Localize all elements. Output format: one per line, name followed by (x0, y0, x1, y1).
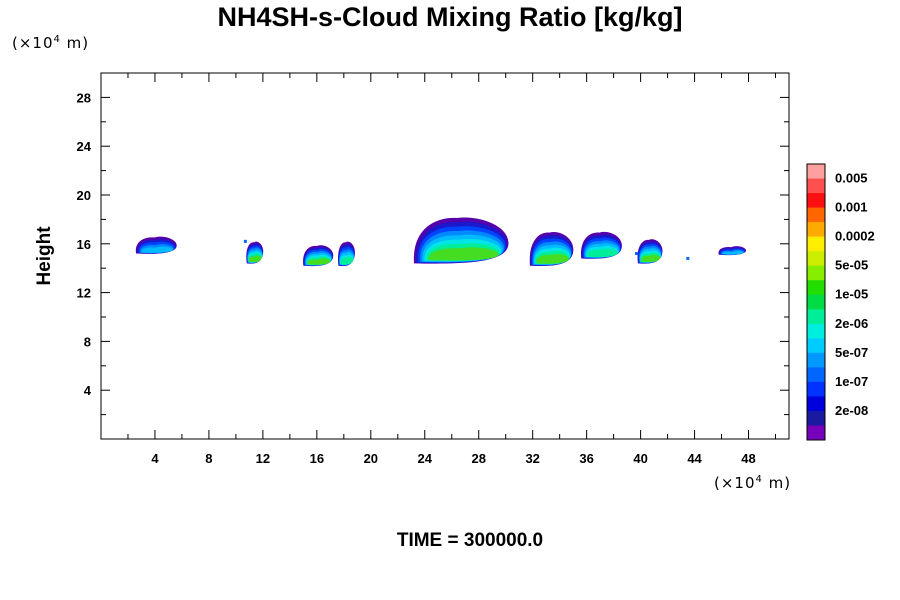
colorbar-swatch (807, 280, 825, 296)
colorbar-swatch (807, 251, 825, 266)
colorbar-swatch (807, 425, 825, 441)
time-label: TIME = 300000.0 (396, 530, 544, 551)
colorbar-label: 5e-05 (835, 258, 868, 273)
colorbar-swatch (807, 338, 825, 354)
cloud-cell-4-layer-7 (340, 256, 354, 265)
x-tick-label: 36 (579, 451, 593, 466)
cloud-speck-2 (686, 256, 690, 260)
colorbar-swatch (807, 323, 825, 339)
cloud-cell-1-layer-5 (141, 246, 173, 253)
y-tick-label: 28 (77, 90, 91, 105)
colorbar-swatch (807, 396, 825, 412)
colorbar-swatch (807, 164, 825, 179)
x-tick-label: 4 (151, 451, 159, 466)
y-tick-label: 20 (77, 188, 91, 203)
x-tick-label: 48 (741, 451, 755, 466)
x-tick-label: 44 (687, 451, 702, 466)
colorbar-swatch (807, 367, 825, 383)
x-tick-label: 12 (256, 451, 270, 466)
colorbar-swatch (807, 309, 825, 325)
colorbar-swatch (807, 193, 825, 208)
colorbar-label: 2e-06 (835, 316, 868, 331)
x-tick-label: 16 (310, 451, 324, 466)
colorbar-swatch (807, 178, 825, 194)
colorbar-swatch (807, 222, 825, 237)
x-tick-label: 32 (525, 451, 539, 466)
cloud-cell-8-layer-8 (641, 254, 660, 262)
x-tick-label: 20 (364, 451, 378, 466)
x-tick-label: 40 (633, 451, 647, 466)
cloud-cell-3-layer-8 (307, 258, 331, 265)
colorbar-label: 2e-08 (835, 403, 868, 418)
cloud-cell-6-layer-8 (536, 253, 569, 264)
cloud-cell-5-layer-8 (428, 247, 499, 261)
colorbar-swatch (807, 207, 825, 223)
y-unit-label: (×104 m) (12, 34, 90, 52)
colorbar-frame (806, 163, 826, 441)
colorbar-swatch (807, 352, 825, 368)
y-tick-label: 24 (77, 139, 92, 154)
cloud-speck-3 (635, 252, 639, 256)
cloud-cell-2-layer-8 (248, 255, 262, 263)
colorbar-label: 1e-07 (835, 374, 868, 389)
y-tick-label: 8 (84, 334, 91, 349)
x-tick-label: 8 (205, 451, 212, 466)
colorbar-swatch (807, 236, 825, 252)
x-tick-label: 28 (471, 451, 485, 466)
colorbar-label: 5e-07 (835, 345, 868, 360)
colorbar-label: 0.001 (835, 200, 868, 215)
x-tick-label: 24 (418, 451, 433, 466)
y-tick-label: 4 (84, 383, 92, 398)
x-unit-label: (×104 m) (714, 474, 792, 492)
colorbar-label: 0.0002 (835, 229, 875, 244)
chart-title: NH4SH-s-Cloud Mixing Ratio [kg/kg] (217, 2, 683, 32)
cloud-cell-9-layer-5 (722, 250, 744, 255)
cloud-cell-7-layer-7 (587, 248, 618, 257)
colorbar-label: 0.005 (835, 171, 868, 186)
colorbar-swatch (807, 381, 825, 397)
colorbar-swatch (807, 410, 825, 426)
cloud-speck-1 (243, 239, 247, 243)
colorbar-swatch (807, 265, 825, 281)
colorbar-swatch (807, 294, 825, 310)
y-tick-label: 12 (77, 286, 91, 301)
y-axis-label: Height (34, 226, 55, 286)
colorbar-label: 1e-05 (835, 287, 868, 302)
y-tick-label: 16 (77, 237, 91, 252)
